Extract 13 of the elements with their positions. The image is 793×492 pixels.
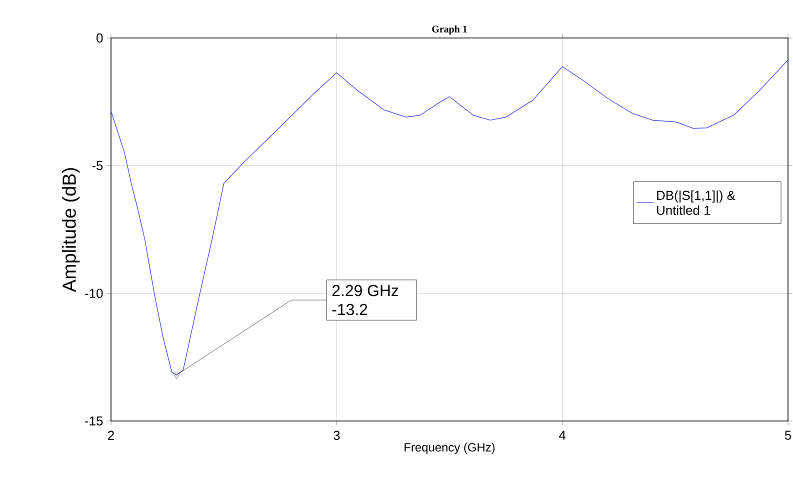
annotation: 2.29 GHz -13.2: [332, 284, 398, 316]
x-axis-title: Frequency (GHz): [404, 442, 495, 454]
x-tick-label: 3: [334, 430, 340, 440]
legend-label: DB(|S[1,1]|) & Untitled 1: [657, 190, 736, 215]
y-tick-label: 0: [96, 33, 103, 43]
y-axis-title: Amplitude (dB): [62, 168, 80, 292]
y-tick-label: -10: [85, 288, 103, 298]
x-tick-label: 5: [784, 430, 792, 440]
y-tick-label: -5: [92, 161, 103, 170]
chart-title: Graph 1: [432, 25, 467, 35]
x-tick-label: 4: [559, 430, 566, 440]
y-tick-label: -15: [85, 416, 103, 426]
x-tick-label: 2: [108, 430, 114, 440]
